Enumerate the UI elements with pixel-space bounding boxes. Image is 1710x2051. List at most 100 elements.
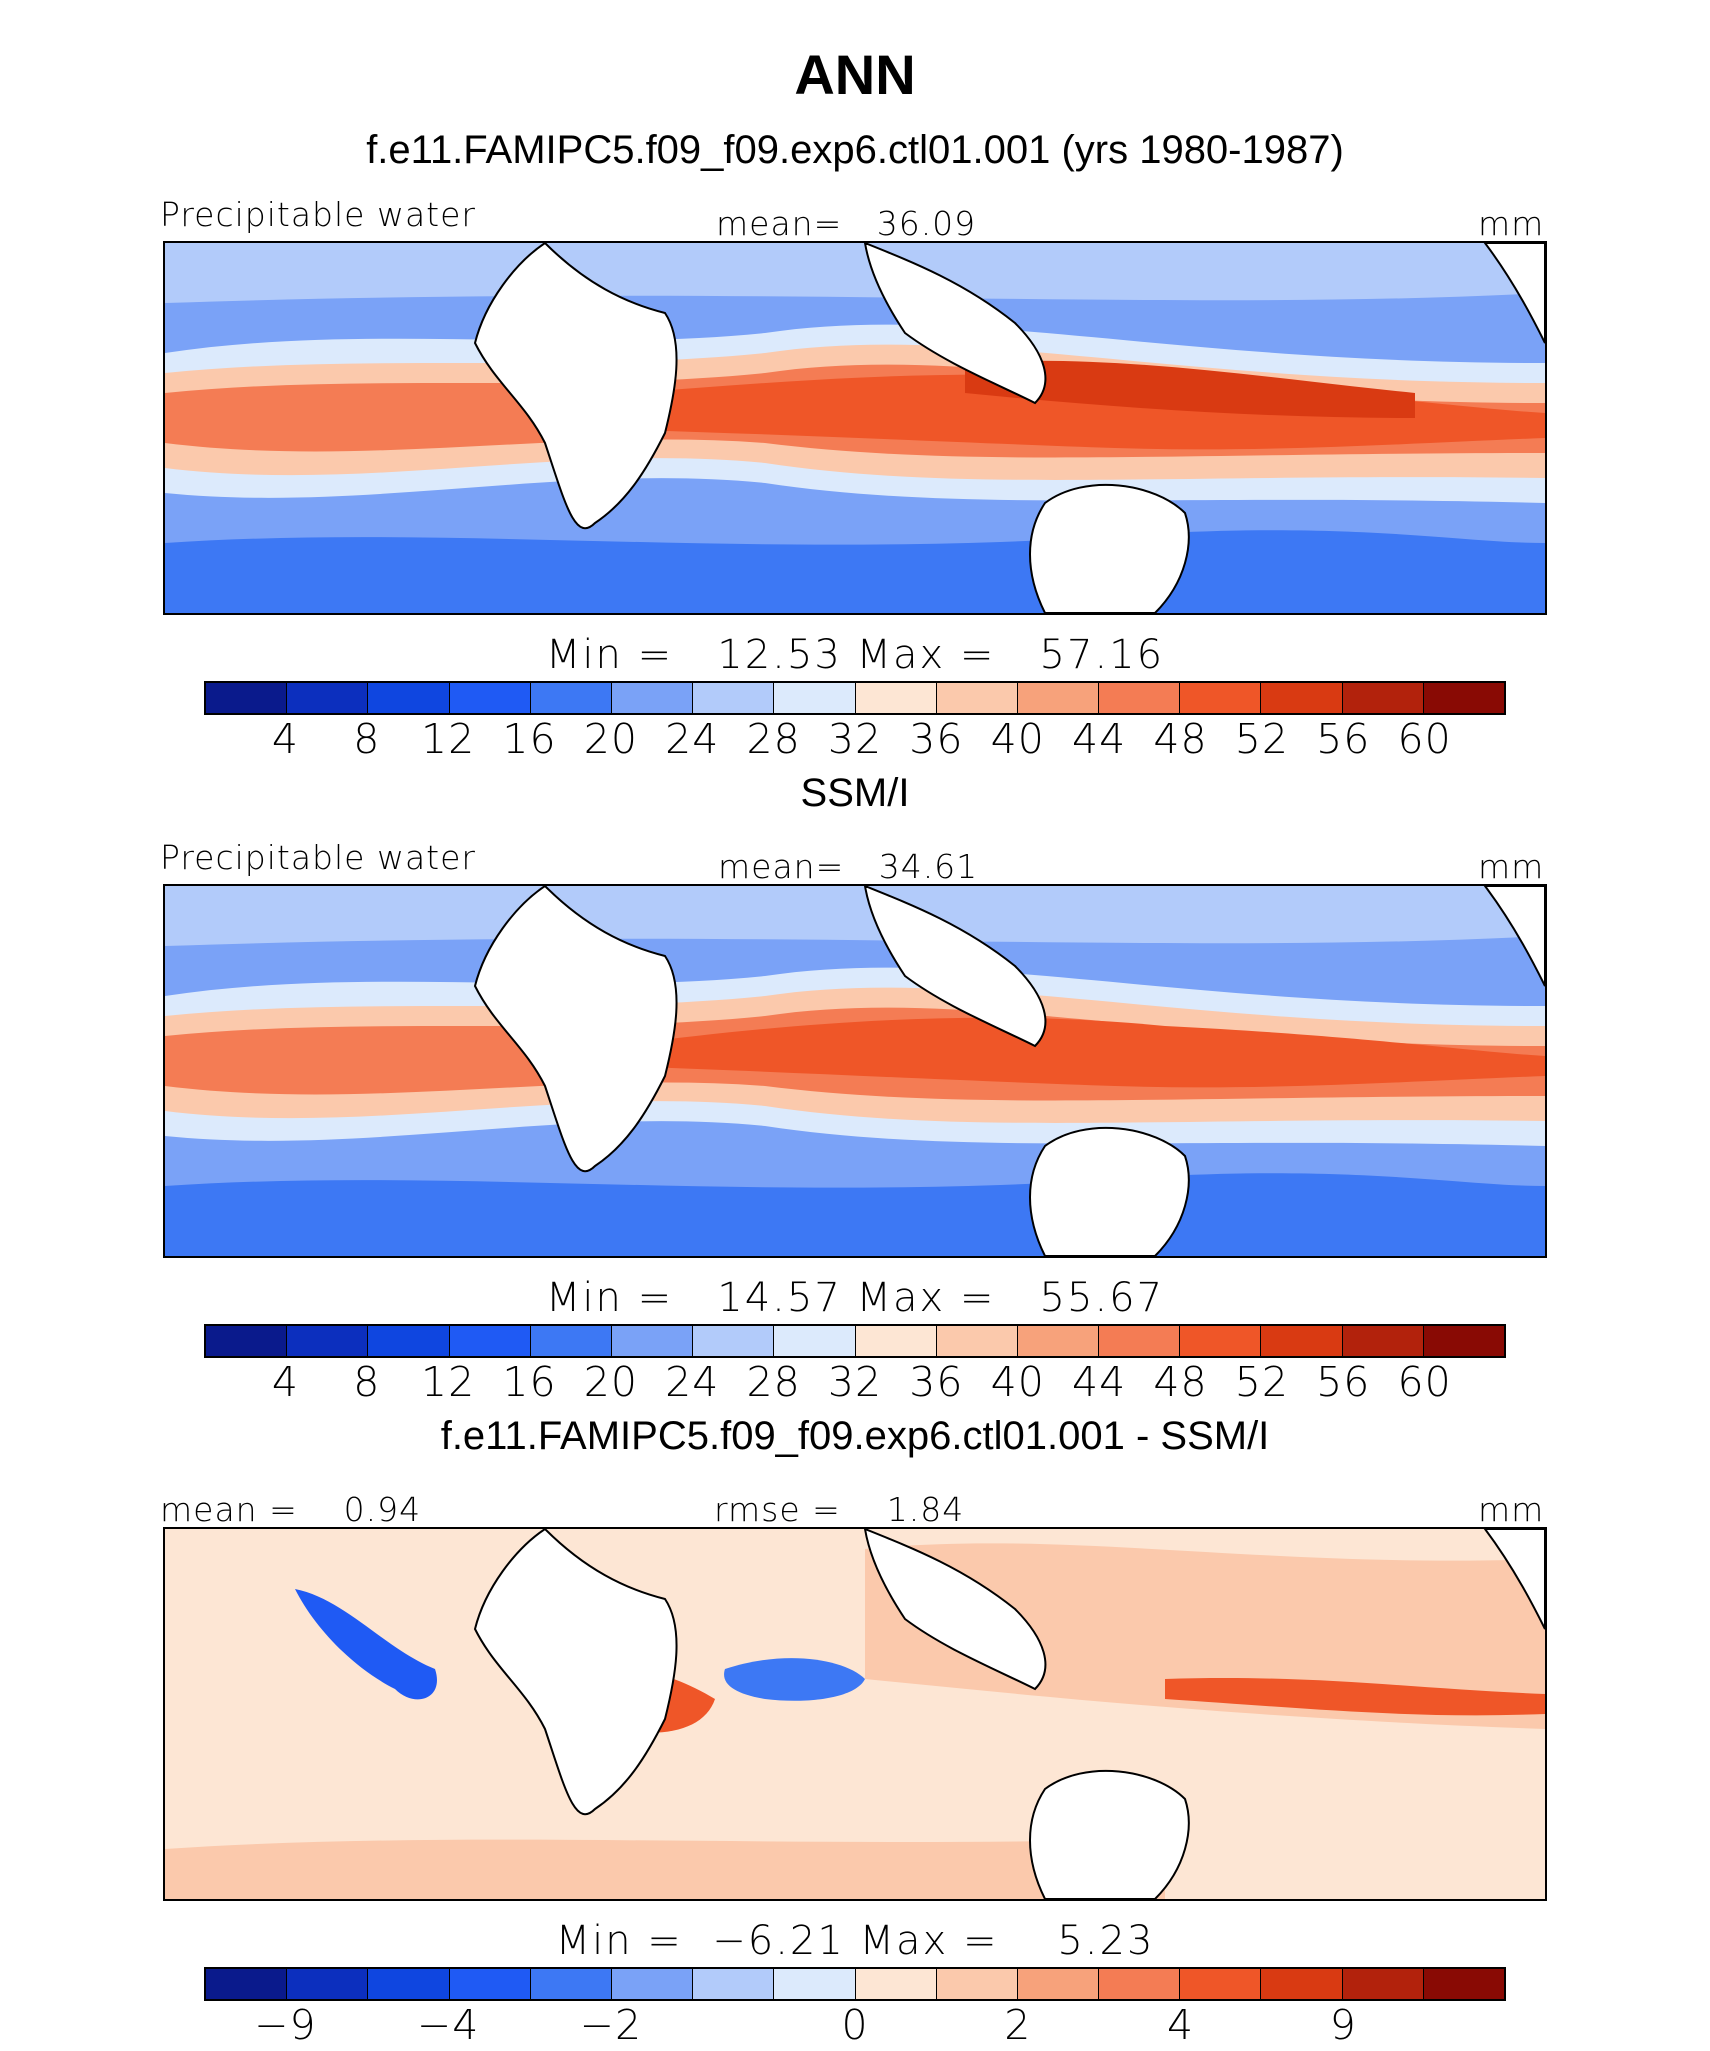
colorbar-tick-label: 12	[421, 715, 476, 763]
colorbar-swatch	[1423, 1969, 1504, 1999]
panel-3-map-svg	[165, 1529, 1545, 1899]
colorbar-swatch	[1017, 683, 1100, 713]
colorbar-tick-label: 8	[353, 715, 381, 763]
colorbar-tick-label: 20	[583, 1358, 638, 1406]
colorbar-swatch	[1180, 1326, 1262, 1356]
colorbar-swatch	[611, 1969, 694, 1999]
panel-1-map	[163, 241, 1547, 615]
panel-1-min-max: Min = 12.53 Max = 57.16	[545, 632, 1165, 678]
colorbar-tick-label: 24	[665, 1358, 720, 1406]
panel-1-units-label: mm	[1478, 204, 1545, 243]
colorbar-swatch	[1423, 683, 1504, 713]
panel-2-min-max: Min = 14.57 Max = 55.67	[545, 1275, 1165, 1321]
colorbar-swatch	[368, 1326, 450, 1356]
colorbar-tick-label: 0	[841, 2001, 869, 2049]
colorbar-tick-label: 48	[1153, 1358, 1208, 1406]
colorbar-tick-label: 4	[271, 715, 299, 763]
colorbar-tick-label: 52	[1234, 715, 1289, 763]
colorbar-swatch	[855, 683, 937, 713]
colorbar-swatch	[611, 683, 694, 713]
panel-1-title: f.e11.FAMIPC5.f09_f09.exp6.ctl01.001 (yr…	[366, 128, 1344, 172]
panel-2-colorbar	[204, 1324, 1506, 1358]
panel-2-units-label: mm	[1478, 847, 1545, 886]
colorbar-swatch	[693, 1326, 775, 1356]
colorbar-swatch	[855, 1326, 937, 1356]
panel-3-rmse-label: rmse = 1.84	[714, 1490, 965, 1529]
colorbar-tick-label: 44	[1072, 1358, 1127, 1406]
colorbar-swatch	[1342, 1326, 1424, 1356]
colorbar-swatch	[936, 1969, 1018, 1999]
colorbar-tick-label: −9	[254, 2001, 317, 2049]
panel-2-title: SSM/I	[800, 771, 910, 815]
panel-3-colorbar	[204, 1967, 1506, 2001]
panel-2-map-svg	[165, 886, 1545, 1256]
panel-3-min-max: Min = −6.21 Max = 5.23	[555, 1918, 1155, 1964]
colorbar-swatch	[693, 683, 775, 713]
colorbar-tick-label: 32	[827, 1358, 883, 1406]
panel-2-variable-label: Precipitable water	[160, 838, 476, 877]
colorbar-swatch	[368, 1969, 450, 1999]
panel-1-colorbar-ticks: 4 8 12 16 20 24 28 32 36 40 44 48 52 56 60	[204, 715, 1506, 763]
colorbar-swatch	[1180, 683, 1262, 713]
panel-1-map-svg	[165, 243, 1545, 613]
panel-2-mean-label: mean= 34.61	[718, 847, 979, 886]
colorbar-swatch	[774, 1326, 856, 1356]
colorbar-swatch	[287, 683, 369, 713]
panel-1-variable-label: Precipitable water	[160, 195, 476, 234]
panel-3-title: f.e11.FAMIPC5.f09_f09.exp6.ctl01.001 - S…	[440, 1414, 1270, 1458]
colorbar-swatch	[693, 1969, 775, 1999]
colorbar-swatch	[774, 683, 856, 713]
colorbar-tick-label: 56	[1316, 1358, 1371, 1406]
colorbar-swatch	[1423, 1326, 1504, 1356]
colorbar-tick-label: 28	[746, 715, 801, 763]
colorbar-tick-label: 32	[827, 715, 883, 763]
panel-2-colorbar-ticks: 4 8 12 16 20 24 28 32 36 40 44 48 52 56 60	[204, 1358, 1506, 1406]
colorbar-swatch	[1342, 1969, 1424, 1999]
colorbar-tick-label: 40	[990, 715, 1045, 763]
colorbar-swatch	[206, 1326, 288, 1356]
colorbar-tick-label: 9	[1329, 2001, 1357, 2049]
colorbar-swatch	[1099, 683, 1181, 713]
colorbar-tick-label: 28	[746, 1358, 801, 1406]
colorbar-tick-label: 44	[1072, 715, 1127, 763]
colorbar-tick-label: 60	[1397, 1358, 1452, 1406]
colorbar-tick-label: 2	[1004, 2001, 1032, 2049]
colorbar-tick-label: 20	[583, 715, 638, 763]
panel-3-units-label: mm	[1478, 1490, 1545, 1529]
colorbar-swatch	[611, 1326, 694, 1356]
colorbar-swatch	[287, 1969, 369, 1999]
colorbar-swatch	[1180, 1969, 1262, 1999]
panel-1-colorbar	[204, 681, 1506, 715]
colorbar-swatch	[530, 1969, 612, 1999]
colorbar-swatch	[855, 1969, 937, 1999]
colorbar-swatch	[1017, 1969, 1100, 1999]
colorbar-swatch	[449, 1969, 531, 1999]
panel-3-map	[163, 1527, 1547, 1901]
colorbar-swatch	[530, 683, 612, 713]
colorbar-swatch	[774, 1969, 856, 1999]
colorbar-swatch	[287, 1326, 369, 1356]
figure-title: ANN	[794, 43, 916, 106]
colorbar-tick-label: 16	[502, 715, 557, 763]
colorbar-tick-label: 48	[1153, 715, 1208, 763]
colorbar-tick-label: 40	[990, 1358, 1045, 1406]
panel-3-mean-label: mean = 0.94	[160, 1490, 422, 1529]
panel-1-mean-label: mean= 36.09	[716, 204, 977, 243]
colorbar-tick-label: 4	[271, 1358, 299, 1406]
colorbar-swatch	[1017, 1326, 1100, 1356]
colorbar-tick-label: −2	[579, 2001, 643, 2049]
colorbar-swatch	[449, 683, 531, 713]
colorbar-tick-label: 4	[1166, 2001, 1195, 2049]
colorbar-swatch	[1342, 683, 1424, 713]
colorbar-tick-label: 56	[1316, 715, 1371, 763]
colorbar-tick-label: 24	[665, 715, 720, 763]
colorbar-swatch	[1099, 1969, 1181, 1999]
colorbar-tick-label: 12	[421, 1358, 476, 1406]
colorbar-tick-label: 16	[502, 1358, 557, 1406]
colorbar-tick-label: 60	[1397, 715, 1452, 763]
colorbar-swatch	[1099, 1326, 1181, 1356]
colorbar-swatch	[1261, 1969, 1343, 1999]
colorbar-swatch	[206, 1969, 288, 1999]
colorbar-tick-label: 52	[1234, 1358, 1289, 1406]
colorbar-tick-label: −4	[416, 2001, 480, 2049]
